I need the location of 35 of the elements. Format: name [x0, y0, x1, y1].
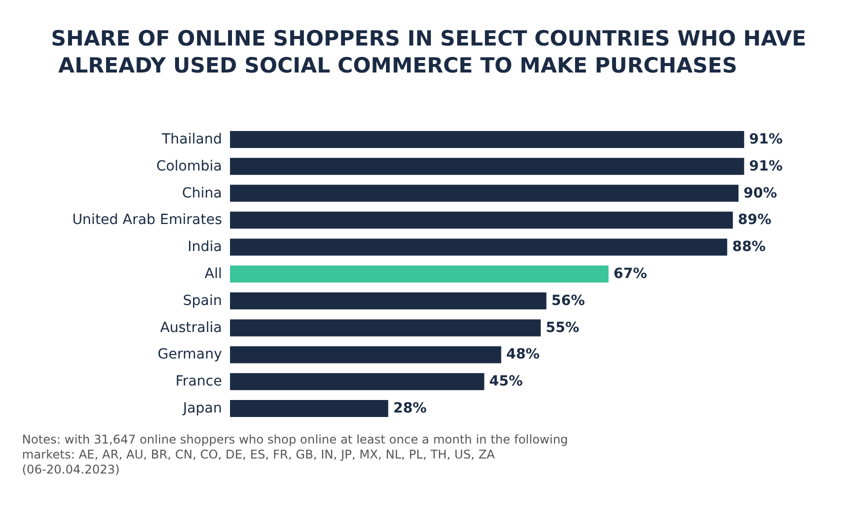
y-tick-label: All [204, 266, 222, 282]
data-label: 56% [551, 292, 585, 309]
bar [230, 373, 484, 390]
bar [230, 400, 388, 418]
bar [230, 266, 609, 282]
y-tick-label: India [188, 239, 222, 256]
y-tick-label: Thailand [160, 131, 222, 148]
data-label: 89% [738, 212, 772, 228]
bar [230, 319, 541, 336]
data-label: 88% [732, 239, 766, 256]
y-tick-label: Germany [158, 346, 222, 363]
text: Notes: with 31,647 online shoppers who shop online at least once a month in the following markets: AE, AR, AU, BR, CN, CO, DE, ES, FR, GB, IN, JP, MX, NL, PL, TH, US, ZA (06-20.04.2023) [22, 432, 572, 476]
y-tick-label: Australia [160, 320, 222, 336]
bar [230, 158, 744, 175]
data-label: 45% [489, 374, 523, 390]
bar [230, 292, 546, 310]
data-label: 67% [614, 266, 648, 282]
bar [230, 130, 744, 148]
y-tick-label: Spain [182, 292, 222, 309]
bar [230, 238, 728, 256]
y-tick-label: France [175, 374, 222, 390]
data-label: 91% [749, 158, 783, 174]
data-label: 55% [546, 320, 580, 336]
y-tick-label: Japan [182, 400, 222, 417]
chart-title: SHARE OF ONLINE SHOPPERS IN SELECT COUNTRIES WHO HAVE ALREADY USED SOCIAL COMMERCE TO MAKE PURCHASES [51, 26, 806, 78]
y-tick-label: China [182, 185, 222, 202]
bar [230, 212, 733, 229]
data-label: 28% [393, 400, 427, 417]
bar [230, 346, 502, 364]
data-label: 91% [749, 131, 783, 148]
data-label: 90% [744, 185, 778, 202]
bar [230, 184, 738, 202]
y-tick-label: United Arab Emirates [72, 212, 222, 228]
data-label: 48% [506, 346, 540, 363]
y-tick-label: Colombia [156, 158, 222, 174]
